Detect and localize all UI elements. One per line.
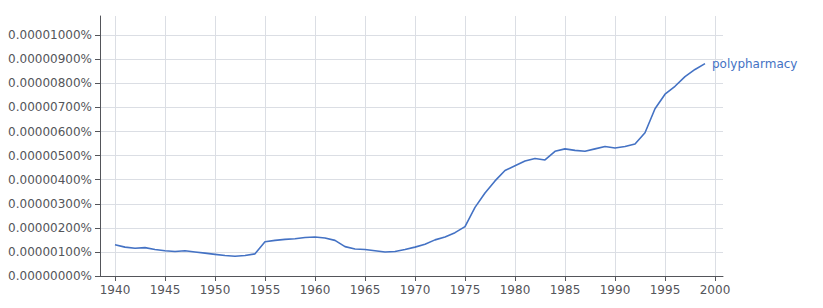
svg-text:1940: 1940 <box>100 283 131 297</box>
svg-text:polypharmacy: polypharmacy <box>712 57 797 71</box>
svg-text:1985: 1985 <box>550 283 581 297</box>
svg-text:1990: 1990 <box>600 283 631 297</box>
svg-text:0.00000200%: 0.00000200% <box>8 221 92 235</box>
svg-text:1995: 1995 <box>650 283 681 297</box>
svg-text:1970: 1970 <box>400 283 431 297</box>
svg-text:1965: 1965 <box>350 283 381 297</box>
svg-text:1955: 1955 <box>250 283 281 297</box>
svg-text:0.00000700%: 0.00000700% <box>8 100 92 114</box>
svg-text:0.00000100%: 0.00000100% <box>8 245 92 259</box>
svg-text:0.00000600%: 0.00000600% <box>8 125 92 139</box>
svg-text:2000: 2000 <box>700 283 731 297</box>
svg-text:0.00001000%: 0.00001000% <box>8 28 92 42</box>
svg-text:0.00000000%: 0.00000000% <box>8 269 92 283</box>
svg-text:1980: 1980 <box>500 283 531 297</box>
svg-text:0.00000400%: 0.00000400% <box>8 173 92 187</box>
svg-text:1960: 1960 <box>300 283 331 297</box>
svg-text:1975: 1975 <box>450 283 481 297</box>
svg-text:1945: 1945 <box>150 283 181 297</box>
svg-text:0.00000500%: 0.00000500% <box>8 149 92 163</box>
svg-text:0.00000300%: 0.00000300% <box>8 197 92 211</box>
svg-text:0.00000900%: 0.00000900% <box>8 52 92 66</box>
svg-text:1950: 1950 <box>200 283 231 297</box>
svg-text:0.00000800%: 0.00000800% <box>8 76 92 90</box>
